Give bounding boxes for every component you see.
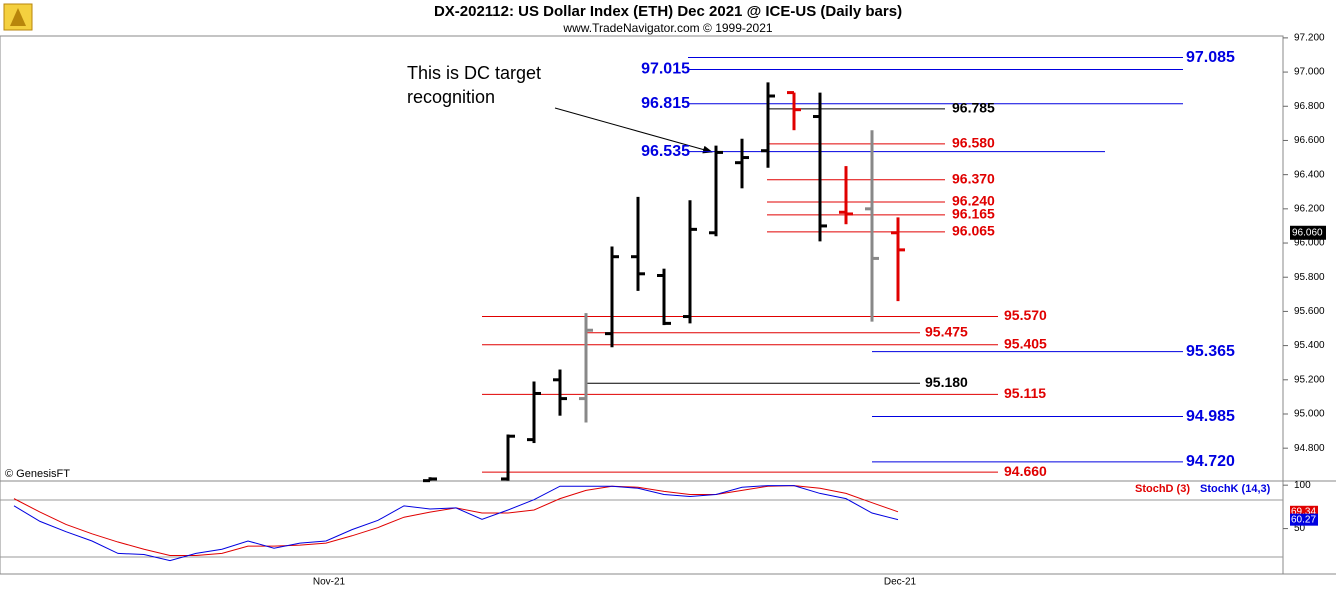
y-tick-label: 96.200 bbox=[1294, 203, 1325, 214]
y-tick-label: 95.800 bbox=[1294, 272, 1325, 283]
level-label: 96.785 bbox=[952, 100, 995, 116]
y-tick-label: 95.000 bbox=[1294, 409, 1325, 420]
level-label: 96.240 bbox=[952, 193, 995, 209]
level-label: 94.985 bbox=[1186, 408, 1235, 425]
x-tick-label: Nov-21 bbox=[313, 577, 346, 588]
level-label: 97.085 bbox=[1186, 49, 1235, 66]
last-value-label: 69.34 bbox=[1291, 506, 1316, 517]
level-label: 96.580 bbox=[952, 135, 995, 151]
logo bbox=[3, 3, 33, 31]
y-tick-label: 97.200 bbox=[1294, 33, 1325, 44]
level-label: 96.065 bbox=[952, 223, 995, 239]
level-label: 96.535 bbox=[641, 143, 690, 160]
watermark: © GenesisFT bbox=[5, 468, 70, 480]
level-label: 95.365 bbox=[1186, 343, 1235, 360]
last-value-box bbox=[1290, 513, 1318, 526]
level-label: 96.815 bbox=[641, 95, 690, 112]
y-tick-label: 94.800 bbox=[1294, 443, 1325, 454]
level-label: 95.570 bbox=[1004, 307, 1047, 323]
level-label: 96.370 bbox=[952, 170, 995, 186]
y-tick-label: 96.400 bbox=[1294, 169, 1325, 180]
y-tick-label: 100 bbox=[1294, 480, 1311, 491]
annotation-arrow bbox=[554, 107, 713, 154]
level-label: 95.115 bbox=[1004, 385, 1046, 401]
y-tick-label: 95.400 bbox=[1294, 340, 1325, 351]
chart-title: DX-202112: US Dollar Index (ETH) Dec 202… bbox=[434, 3, 902, 20]
level-label: 94.660 bbox=[1004, 463, 1047, 479]
x-tick-label: Dec-21 bbox=[884, 577, 917, 588]
y-tick-label: 95.600 bbox=[1294, 306, 1325, 317]
level-label: 94.720 bbox=[1186, 453, 1235, 470]
y-tick-label: 96.800 bbox=[1294, 101, 1325, 112]
last-price-label: 96.060 bbox=[1292, 227, 1323, 238]
chart-subtitle: www.TradeNavigator.com © 1999-2021 bbox=[562, 21, 772, 35]
level-label: 95.475 bbox=[925, 323, 968, 339]
y-tick-label: 96.600 bbox=[1294, 135, 1325, 146]
y-tick-label: 96.000 bbox=[1294, 238, 1325, 249]
legend-entry: StochD (3) bbox=[1135, 483, 1190, 495]
y-tick-label: 50 bbox=[1294, 523, 1306, 534]
level-label: 95.405 bbox=[1004, 335, 1047, 351]
plot-frame bbox=[0, 35, 1284, 575]
osc-line bbox=[13, 485, 899, 562]
legend-entry: StochK (14,3) bbox=[1200, 483, 1271, 495]
y-tick-label: 95.200 bbox=[1294, 374, 1325, 385]
last-value-label: 60.27 bbox=[1291, 514, 1316, 525]
level-label: 96.165 bbox=[952, 206, 995, 222]
level-label: 97.015 bbox=[641, 61, 690, 78]
last-price-box bbox=[1290, 225, 1326, 240]
level-label: 95.180 bbox=[925, 374, 968, 390]
y-tick-label: 97.000 bbox=[1294, 67, 1325, 78]
annotation: This is DC target recognition bbox=[407, 63, 542, 107]
